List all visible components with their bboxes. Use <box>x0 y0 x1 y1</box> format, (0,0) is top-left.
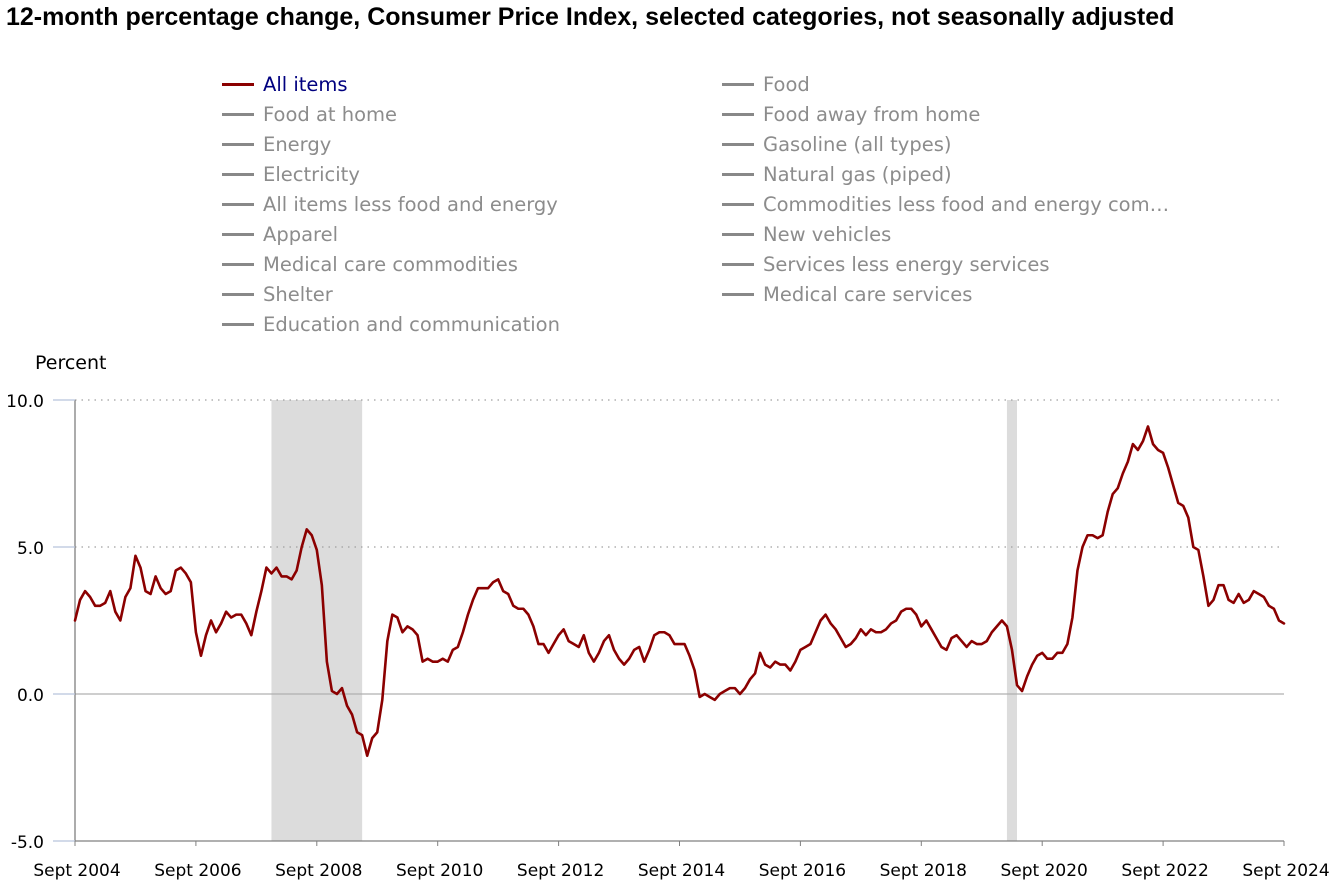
legend-label: Education and communication <box>263 312 560 336</box>
legend-item[interactable]: All items <box>222 72 348 96</box>
x-tick-label: Sept 2012 <box>517 861 604 881</box>
grid-lines <box>75 399 1284 695</box>
legend-label: New vehicles <box>763 222 892 246</box>
legend-item[interactable]: Apparel <box>222 222 338 246</box>
legend-swatch <box>222 202 254 206</box>
legend-item[interactable]: Commodities less food and energy com… <box>722 192 1169 216</box>
legend-swatch <box>722 142 754 146</box>
legend-swatch <box>722 82 754 86</box>
legend-swatch <box>222 292 254 296</box>
legend-label: Energy <box>263 132 332 156</box>
legend-swatch <box>222 232 254 236</box>
legend-item[interactable]: Food <box>722 72 810 96</box>
x-tick-label: Sept 2024 <box>1242 861 1329 881</box>
chart-title: 12-month percentage change, Consumer Pri… <box>6 3 1175 31</box>
legend-swatch <box>222 322 254 326</box>
x-tick-label: Sept 2016 <box>759 861 846 881</box>
legend-swatch <box>722 262 754 266</box>
legend-swatch <box>222 262 254 266</box>
legend-label: Food at home <box>263 102 398 126</box>
legend-label: Gasoline (all types) <box>763 132 952 156</box>
legend-swatch <box>722 292 754 296</box>
legend-item[interactable]: Services less energy services <box>722 252 1050 276</box>
x-tick-labels: Sept 2004 Sept 2006 Sept 2008 Sept 2010 Sept… <box>33 841 1330 881</box>
legend-item[interactable]: Food away from home <box>722 102 980 126</box>
legend-swatch <box>722 172 754 176</box>
legend-swatch <box>222 142 254 146</box>
legend-label: Natural gas (piped) <box>763 162 952 186</box>
x-tick-label: Sept 2006 <box>154 861 241 881</box>
legend-label: Food <box>763 72 810 96</box>
legend-swatch <box>222 82 254 86</box>
y-tick-label: 5.0 <box>17 539 44 559</box>
series-group <box>73 425 1286 758</box>
legend-item[interactable]: Natural gas (piped) <box>722 162 952 186</box>
recession-shading <box>271 400 1018 841</box>
shaded-period <box>271 400 363 841</box>
legend-label: Shelter <box>263 282 333 306</box>
legend-label: Medical care services <box>763 282 973 306</box>
legend-item[interactable]: Gasoline (all types) <box>722 132 951 156</box>
legend-swatch <box>222 112 254 116</box>
legend-label: Apparel <box>263 222 339 246</box>
legend-label: All items less food and energy <box>263 192 558 216</box>
legend-item[interactable]: Medical care commodities <box>222 252 518 276</box>
legend-item[interactable]: All items less food and energy <box>222 192 558 216</box>
x-tick-label: Sept 2018 <box>880 861 967 881</box>
legend-item[interactable]: Education and communication <box>222 312 560 336</box>
legend-item[interactable]: Electricity <box>222 162 360 186</box>
y-axis-label: Percent <box>35 352 107 374</box>
legend-swatch <box>722 112 754 116</box>
legend-label: Commodities less food and energy com… <box>763 192 1170 216</box>
x-tick-label: Sept 2020 <box>1001 861 1088 881</box>
legend: All items Food Food at home Food away from … <box>222 72 1322 340</box>
legend-label: Food away from home <box>763 102 981 126</box>
legend-swatch <box>722 232 754 236</box>
axes <box>53 399 1284 842</box>
y-tick-labels: 10.0 5.0 0.0 -5.0 <box>6 392 44 853</box>
x-tick-label: Sept 2010 <box>396 861 483 881</box>
legend-label: Electricity <box>263 162 360 186</box>
x-tick-label: Sept 2014 <box>638 861 725 881</box>
x-tick-label: Sept 2004 <box>33 861 120 881</box>
legend-swatch <box>222 172 254 176</box>
shaded-period <box>1006 400 1018 841</box>
legend-item[interactable]: Food at home <box>222 102 397 126</box>
x-tick-label: Sept 2022 <box>1121 861 1208 881</box>
legend-item[interactable]: New vehicles <box>722 222 891 246</box>
y-tick-label: 10.0 <box>6 392 44 412</box>
legend-label: Services less energy services <box>763 252 1050 276</box>
legend-label: All items <box>263 72 348 96</box>
x-tick-label: Sept 2008 <box>275 861 362 881</box>
legend-label: Medical care commodities <box>263 252 518 276</box>
legend-item[interactable]: Shelter <box>222 282 333 306</box>
y-tick-label: 0.0 <box>17 686 44 706</box>
series-line-all-items <box>73 425 1286 758</box>
legend-item[interactable]: Medical care services <box>722 282 972 306</box>
legend-swatch <box>722 202 754 206</box>
y-tick-label: -5.0 <box>11 833 44 853</box>
legend-item[interactable]: Energy <box>222 132 331 156</box>
